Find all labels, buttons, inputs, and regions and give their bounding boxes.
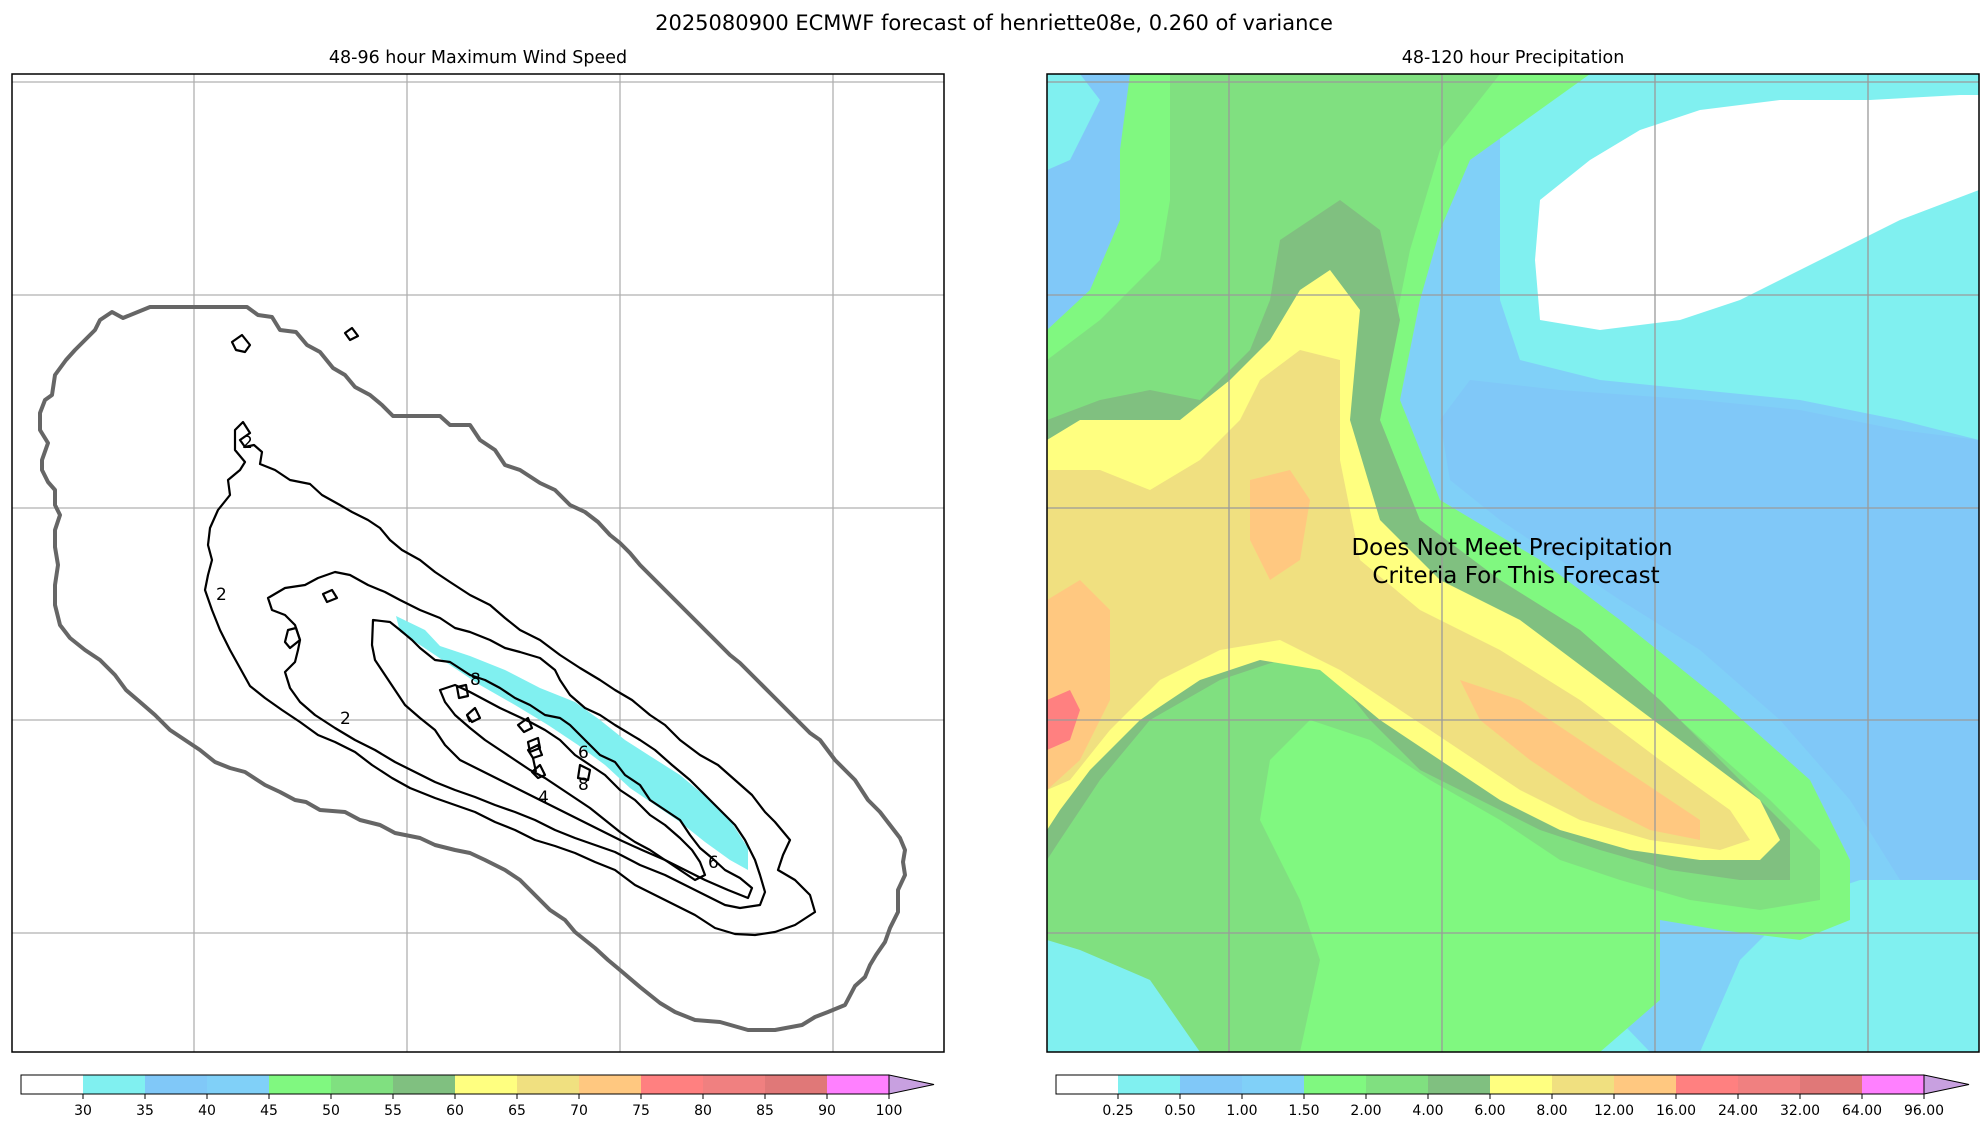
precip-field bbox=[1047, 74, 1979, 1052]
precip-colorbar-tick-label: 16.00 bbox=[1656, 1103, 1696, 1119]
precip-annotation-line-1: Does Not Meet Precipitation bbox=[1351, 535, 1672, 561]
wind-colorbar-tick-label: 35 bbox=[136, 1103, 154, 1119]
wind-colorbar-swatch bbox=[207, 1075, 270, 1094]
wind-colorbar-swatch bbox=[145, 1075, 208, 1094]
precip-colorbar-tick-label: 64.00 bbox=[1842, 1103, 1882, 1119]
precip-colorbar-tick-label: 0.50 bbox=[1164, 1103, 1195, 1119]
wind-colorbar-tick-label: 90 bbox=[818, 1103, 836, 1119]
wind-outer-outline bbox=[38, 305, 907, 1032]
wind-colorbar-ticks: 30 35 40 45 50 55 60 65 70 75 80 85 90 100 bbox=[74, 1094, 902, 1119]
wind-colorbar-tick-label: 50 bbox=[322, 1103, 340, 1119]
precip-colorbar-swatch bbox=[1366, 1075, 1429, 1094]
precip-colorbar-extend bbox=[1923, 1074, 1970, 1095]
precip-colorbar-swatch bbox=[1490, 1075, 1553, 1094]
contour-label: 8 bbox=[578, 775, 589, 795]
contour-label: 4 bbox=[538, 788, 549, 808]
contour-label: 2 bbox=[340, 709, 351, 729]
precip-colorbar-swatch bbox=[1056, 1075, 1119, 1094]
wind-contours bbox=[203, 326, 817, 937]
wind-colorbar-tick-label: 65 bbox=[508, 1103, 526, 1119]
wind-colorbar-swatch bbox=[703, 1075, 766, 1094]
wind-contour-labels: 2 2 2 4 6 6 8 8 bbox=[216, 433, 719, 873]
precip-colorbar-tick-label: 12.00 bbox=[1594, 1103, 1634, 1119]
precip-colorbar-swatch bbox=[1552, 1075, 1615, 1094]
wind-colorbar-swatch bbox=[517, 1075, 580, 1094]
precip-annotation: Does Not Meet Precipitation Criteria For… bbox=[1351, 535, 1672, 589]
precip-colorbar-swatch bbox=[1180, 1075, 1243, 1094]
wind-colorbar-swatch bbox=[827, 1075, 890, 1094]
contour-label: 6 bbox=[578, 743, 589, 763]
wind-colorbar-swatch bbox=[83, 1075, 146, 1094]
contour-label: 6 bbox=[708, 853, 719, 873]
precip-colorbar-swatches bbox=[1055, 1074, 1970, 1095]
precip-colorbar-tick-label: 32.00 bbox=[1780, 1103, 1820, 1119]
wind-colorbar-tick-label: 75 bbox=[632, 1103, 650, 1119]
wind-colorbar-swatch bbox=[269, 1075, 332, 1094]
wind-colorbar-swatch bbox=[21, 1075, 84, 1094]
wind-colorbar-swatch bbox=[331, 1075, 394, 1094]
precip-colorbar-swatch bbox=[1800, 1075, 1863, 1094]
wind-colorbar-tick-label: 100 bbox=[876, 1103, 903, 1119]
figure-suptitle: 2025080900 ECMWF forecast of henriette08… bbox=[655, 11, 1333, 35]
contour-label: 2 bbox=[216, 585, 227, 605]
precip-colorbar-tick-label: 96.00 bbox=[1904, 1103, 1944, 1119]
precip-colorbar-swatch bbox=[1304, 1075, 1367, 1094]
wind-speed-panel: 48-96 hour Maximum Wind Speed bbox=[11, 48, 945, 1119]
precip-plot-frame bbox=[1046, 73, 1980, 1053]
wind-panel-title: 48-96 hour Maximum Wind Speed bbox=[329, 48, 627, 68]
precip-annotation-line-2: Criteria For This Forecast bbox=[1372, 563, 1659, 589]
precip-colorbar-swatch bbox=[1242, 1075, 1305, 1094]
precip-panel-title: 48-120 hour Precipitation bbox=[1402, 48, 1625, 68]
wind-colorbar-tick-label: 45 bbox=[260, 1103, 278, 1119]
contour-label: 2 bbox=[242, 433, 253, 453]
precip-colorbar-tick-label: 1.50 bbox=[1288, 1103, 1319, 1119]
wind-colorbar-tick-label: 40 bbox=[198, 1103, 216, 1119]
precip-colorbar-tick-label: 1.00 bbox=[1226, 1103, 1257, 1119]
wind-colorbar-extend bbox=[888, 1074, 935, 1095]
precip-colorbar-tick-label: 6.00 bbox=[1474, 1103, 1505, 1119]
precip-colorbar-ticks: 0.25 0.50 1.00 1.50 2.00 4.00 6.00 8.00 12.00 16.… bbox=[1102, 1094, 1944, 1119]
wind-colorbar-swatch bbox=[641, 1075, 704, 1094]
wind-colorbar: 30 35 40 45 50 55 60 65 70 75 80 85 90 100 bbox=[20, 1074, 935, 1119]
wind-colorbar-swatch bbox=[393, 1075, 456, 1094]
precip-gridlines bbox=[1047, 74, 1979, 1052]
wind-colorbar-tick-label: 70 bbox=[570, 1103, 588, 1119]
wind-colorbar-swatch bbox=[579, 1075, 642, 1094]
precip-colorbar: 0.25 0.50 1.00 1.50 2.00 4.00 6.00 8.00 12.00 16.… bbox=[1055, 1074, 1970, 1119]
precipitation-panel: 48-120 hour Precipitation bbox=[1046, 48, 1980, 1119]
precip-colorbar-swatch bbox=[1676, 1075, 1739, 1094]
wind-colorbar-swatch bbox=[455, 1075, 518, 1094]
precip-colorbar-swatch bbox=[1862, 1075, 1925, 1094]
wind-colorbar-tick-label: 85 bbox=[756, 1103, 774, 1119]
wind-colorbar-tick-label: 80 bbox=[694, 1103, 712, 1119]
wind-plot-frame bbox=[11, 73, 945, 1053]
wind-colorbar-tick-label: 55 bbox=[384, 1103, 402, 1119]
precip-colorbar-tick-label: 2.00 bbox=[1350, 1103, 1381, 1119]
contour-label: 8 bbox=[470, 670, 481, 690]
precip-colorbar-tick-label: 24.00 bbox=[1718, 1103, 1758, 1119]
precip-colorbar-swatch bbox=[1118, 1075, 1181, 1094]
wind-colorbar-swatch bbox=[765, 1075, 828, 1094]
wind-colorbar-tick-label: 60 bbox=[446, 1103, 464, 1119]
wind-colorbar-tick-label: 30 bbox=[74, 1103, 92, 1119]
wind-gridlines bbox=[12, 74, 944, 1052]
wind-plot-background bbox=[12, 74, 944, 1052]
wind-colorbar-swatches bbox=[20, 1074, 935, 1095]
precip-colorbar-tick-label: 0.25 bbox=[1102, 1103, 1133, 1119]
precip-colorbar-swatch bbox=[1614, 1075, 1677, 1094]
precip-colorbar-tick-label: 8.00 bbox=[1536, 1103, 1567, 1119]
precip-colorbar-tick-label: 4.00 bbox=[1412, 1103, 1443, 1119]
precip-colorbar-swatch bbox=[1738, 1075, 1801, 1094]
precip-colorbar-swatch bbox=[1428, 1075, 1491, 1094]
